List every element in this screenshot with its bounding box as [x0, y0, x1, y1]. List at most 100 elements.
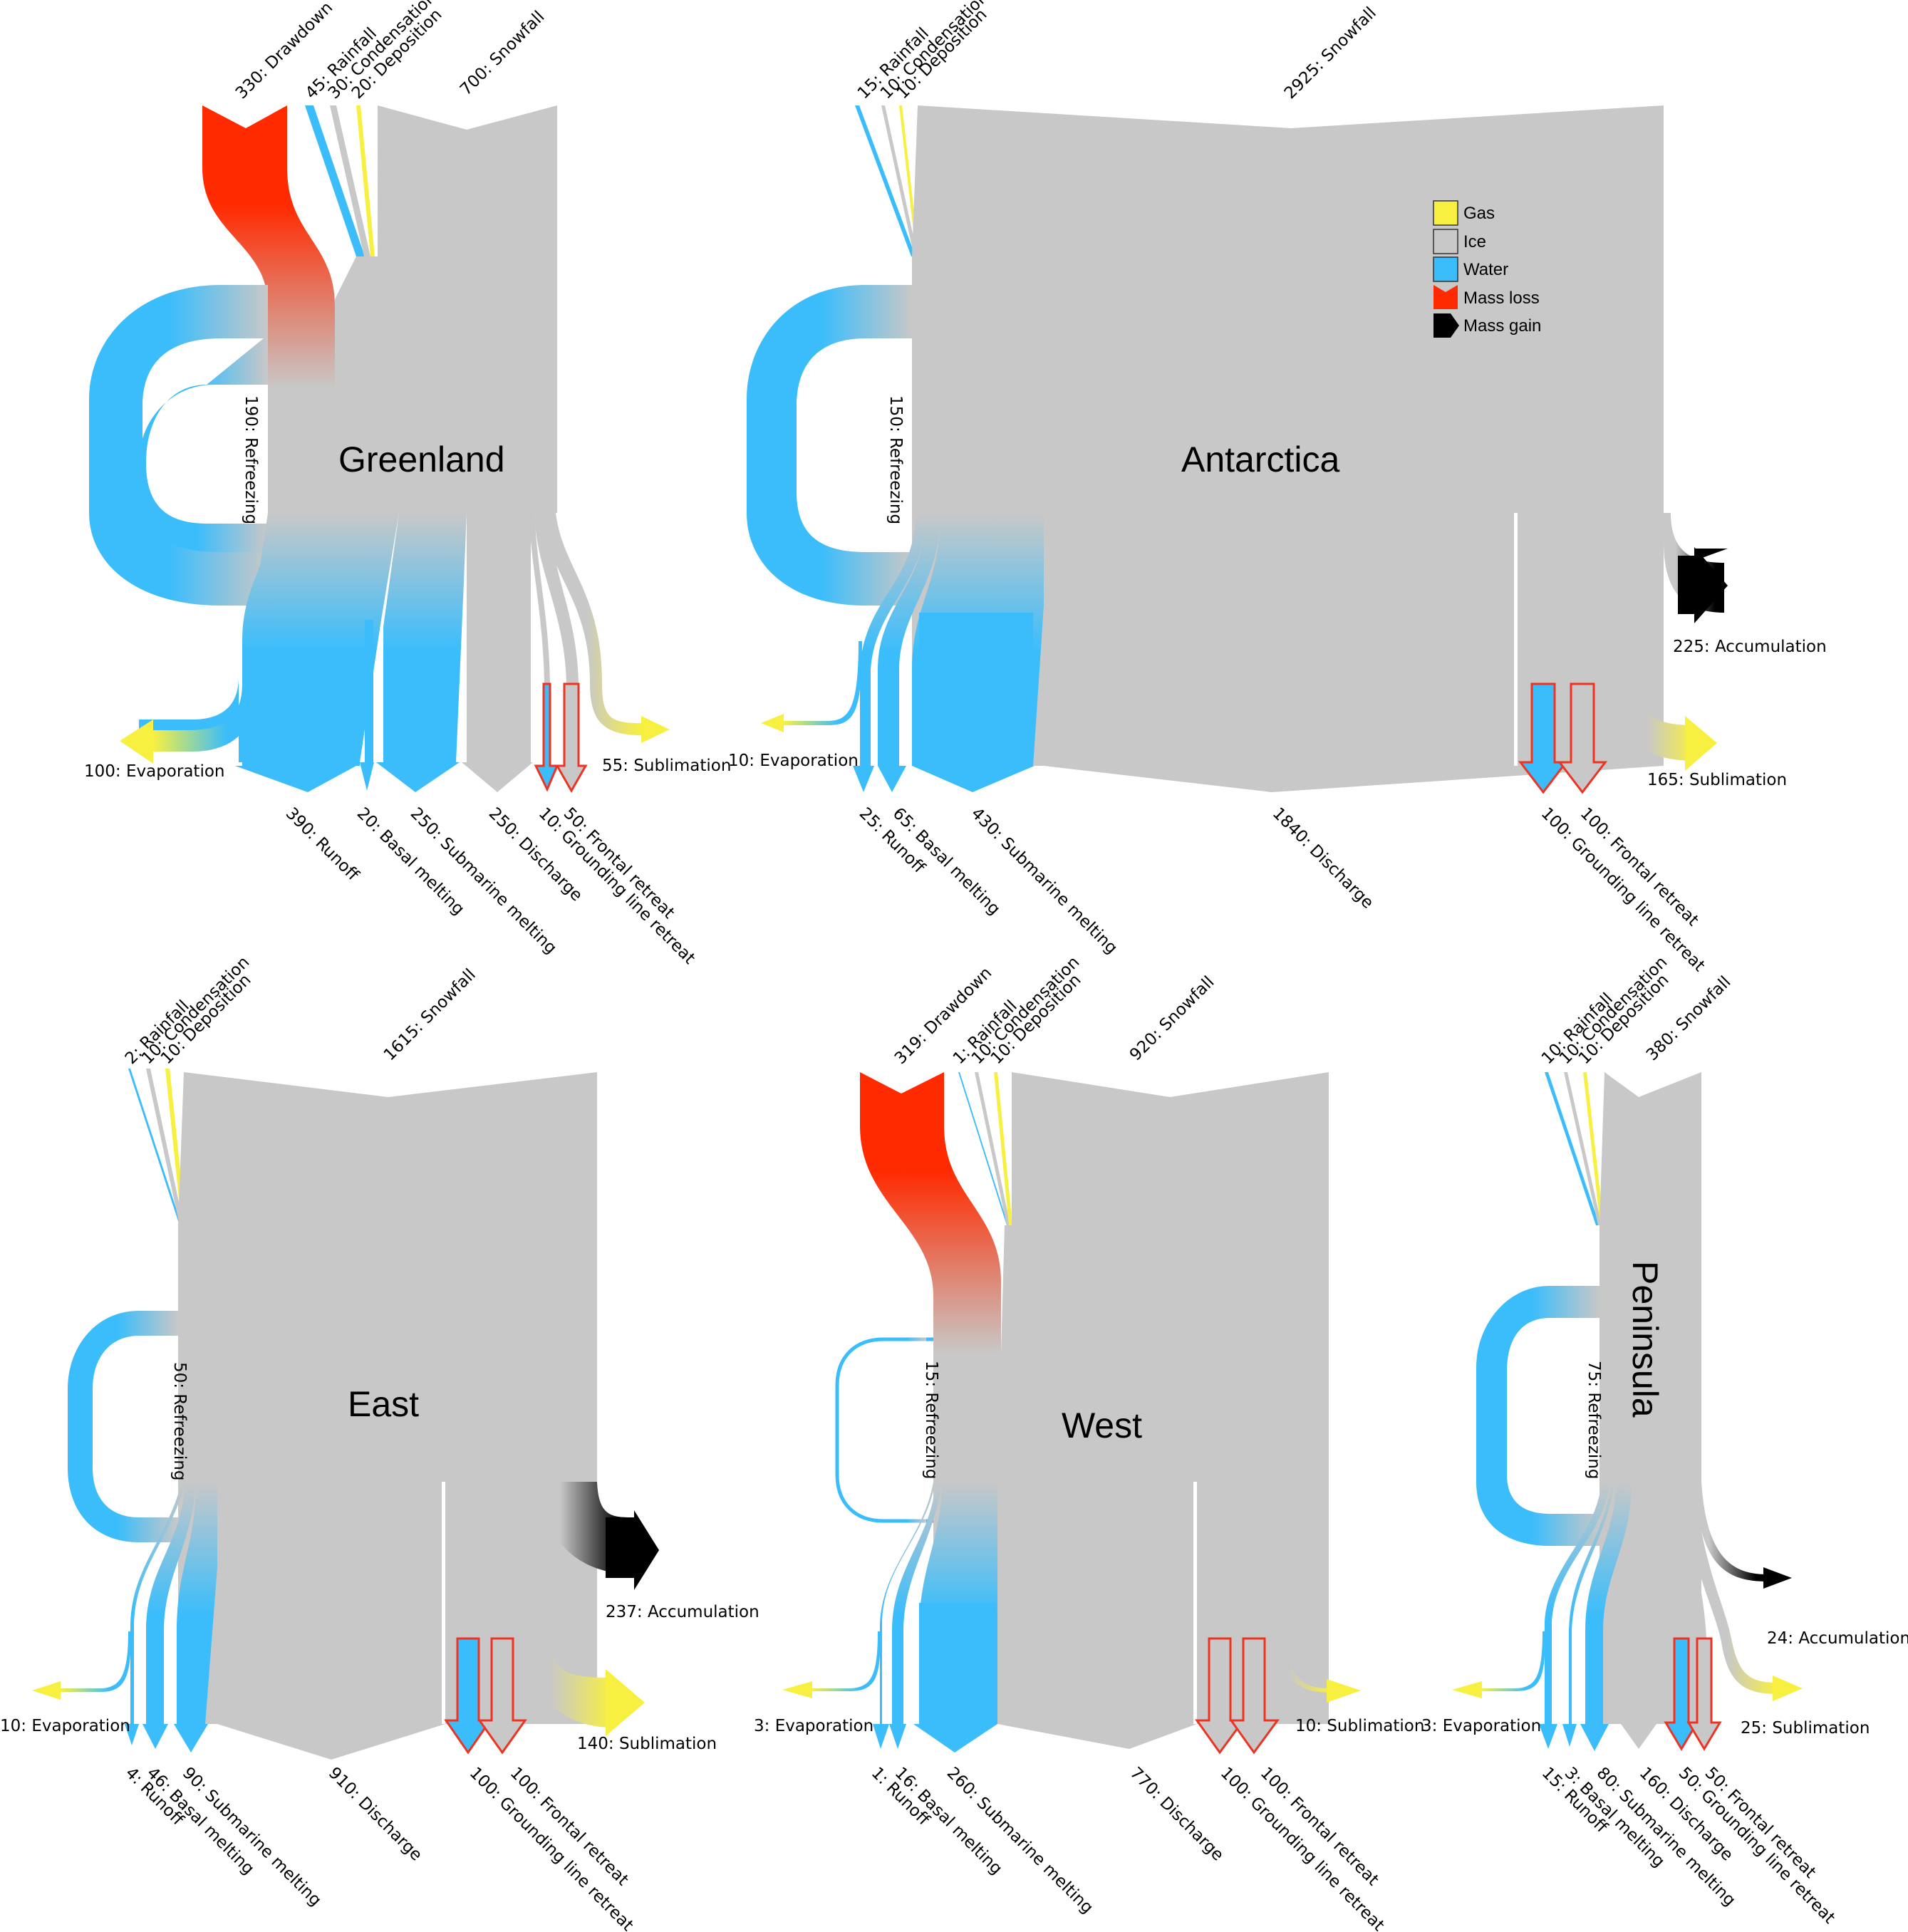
- snowfall-label: 700: Snowfall: [457, 8, 549, 100]
- condensation-flow: [146, 1069, 184, 1225]
- sublimation-arrow: [606, 1669, 645, 1736]
- evaporation-pipe: [812, 1631, 881, 1691]
- basal-melting-flow: [146, 1482, 196, 1724]
- frontal-retreat-pipe-2: [1582, 513, 1633, 684]
- frontal-retreat-arrow: [1229, 1637, 1280, 1755]
- evaporation-label: 10: Evaporation: [728, 752, 859, 770]
- frontal-retreat-arrow: [1557, 682, 1608, 794]
- refreezing-label: 50: Refreezing: [170, 1362, 189, 1480]
- panel-title: Antarctica: [1181, 440, 1340, 479]
- panel-title: East: [348, 1384, 419, 1424]
- frontal-retreat-pipe: [474, 1482, 514, 1638]
- deposition-flow: [356, 105, 375, 256]
- panel-west: West 319: Drawdown 1: Rainfall 10: Conde…: [754, 953, 1424, 1932]
- evaporation-label: 100: Evaporation: [84, 762, 224, 781]
- frontal-retreat-pipe: [534, 513, 579, 684]
- sublimation-arrow: [1685, 716, 1717, 771]
- evaporation-pipe: [61, 1631, 131, 1692]
- submarine-melting-flow: [1585, 1482, 1632, 1724]
- refreezing-label: 75: Refreezing: [1585, 1361, 1603, 1479]
- evaporation-label: 3: Evaporation: [1421, 1717, 1541, 1735]
- sublimation-arrow: [641, 716, 670, 743]
- submarine-column: [919, 613, 1033, 766]
- evaporation-pipe: [784, 641, 862, 725]
- grounding-retreat-label: 100: Grounding line retreat: [466, 1764, 637, 1932]
- sublimation-pipe: [499, 1482, 613, 1728]
- submarine-melting-label: 90: Submarine melting: [179, 1764, 325, 1910]
- condensation-label: 10: Condensation: [138, 953, 254, 1069]
- legend-label-water: Water: [1463, 260, 1508, 279]
- sublimation-pipe: [1607, 513, 1696, 761]
- sublimation-label: 55: Sublimation: [602, 757, 731, 775]
- condensation-flow: [1564, 1072, 1602, 1225]
- accumulation-head: [606, 1510, 659, 1590]
- grounding-retreat-pipe: [1514, 513, 1539, 684]
- frontal-retreat-label: 50: Frontal retreat: [560, 804, 678, 923]
- accumulation-label: 237: Accumulation: [606, 1603, 759, 1621]
- evaporation-arrow: [120, 720, 153, 764]
- rainfall-flow: [1545, 1072, 1599, 1225]
- panel-antarctica: Antarctica 15: Rainfall 10: Condensation…: [728, 0, 1827, 975]
- discharge-label: 910: Discharge: [325, 1764, 426, 1865]
- frontal-retreat-pipe: [1225, 1482, 1265, 1638]
- rainfall-flow: [855, 105, 916, 256]
- west-ice-body: [933, 1072, 1329, 1749]
- grounding-retreat-arrow: [1664, 1637, 1699, 1751]
- retreat-white-bg: [442, 1482, 445, 1724]
- drawdown-flow: [202, 105, 335, 388]
- legend-swatch-ice: [1433, 229, 1458, 254]
- condensation-flow: [975, 1072, 1010, 1225]
- submarine-melting-arrow: [1580, 1724, 1609, 1751]
- legend-label-ice: Ice: [1463, 232, 1486, 251]
- evaporation-arrow: [1452, 1681, 1482, 1698]
- panel-peninsula: Peninsula 10: Rainfall 10: Condensation …: [1421, 953, 1908, 1928]
- submarine-melting-arrow: [913, 1724, 997, 1752]
- sublimation-label: 165: Sublimation: [1647, 771, 1787, 789]
- panel-greenland: Greenland 330: Drawdown 45: Rainfall 30:…: [84, 0, 731, 968]
- legend: Gas Ice Water Mass loss Mass gain: [1433, 200, 1541, 338]
- submarine-gap: [902, 670, 912, 766]
- grounding-retreat-pipe: [529, 513, 550, 684]
- basal-melting-flow: [892, 1482, 942, 1724]
- accumulation-label: 24: Accumulation: [1767, 1629, 1908, 1648]
- antarctica-ice-body: [912, 105, 1664, 792]
- accumulation-label: 225: Accumulation: [1673, 638, 1827, 656]
- rainfall-flow: [305, 105, 365, 256]
- sublimation-pipe: [1685, 1482, 1778, 1694]
- legend-label-gas: Gas: [1463, 204, 1495, 223]
- sublimation-label: 25: Sublimation: [1741, 1719, 1870, 1738]
- submarine-gap: [905, 1631, 918, 1724]
- submarine-melting-arrow: [376, 762, 460, 792]
- submarine-column: [919, 1603, 996, 1724]
- runoff-label: 390: Runoff: [282, 804, 363, 885]
- frontal-retreat-arrow: [477, 1637, 527, 1755]
- panel-east: East 2: Rainfall 10: Condensation 10: De…: [0, 953, 759, 1932]
- evaporation-pipe: [1482, 1631, 1545, 1691]
- sublimation-label: 140: Sublimation: [577, 1735, 717, 1753]
- refreezing-loop-grad: [891, 1337, 926, 1523]
- condensation-flow: [881, 105, 918, 256]
- basal-melting-flow: [878, 513, 940, 766]
- panel-title: Greenland: [338, 440, 505, 479]
- runoff-arrow: [873, 1724, 889, 1749]
- runoff-arrow: [853, 766, 874, 792]
- legend-swatch-water: [1433, 256, 1458, 282]
- evaporation-pipe: [153, 684, 258, 752]
- submarine-melting-flow: [177, 1482, 217, 1724]
- panel-title: West: [1062, 1406, 1142, 1445]
- runoff-arrow: [235, 762, 360, 792]
- grounding-retreat-pipe: [445, 1482, 477, 1638]
- evaporation-arrow: [782, 1681, 812, 1698]
- basal-melting-arrow: [1562, 1724, 1577, 1747]
- frontal-retreat-arrow: [1686, 1637, 1722, 1751]
- accumulation-head: [1678, 547, 1728, 623]
- basal-melting-label: 20: Basal melting: [353, 804, 468, 919]
- basal-melting-flow: [365, 620, 373, 762]
- grounding-retreat-pipe: [1197, 1482, 1227, 1638]
- grounding-retreat-label: 100: Grounding line retreat: [1217, 1764, 1388, 1932]
- discharge-arrow: [462, 762, 533, 792]
- grounding-retreat-arrow: [534, 682, 559, 792]
- refreezing-loop: [68, 1311, 178, 1542]
- discharge-label: 1840: Discharge: [1269, 804, 1377, 913]
- deposition-flow: [994, 1072, 1012, 1225]
